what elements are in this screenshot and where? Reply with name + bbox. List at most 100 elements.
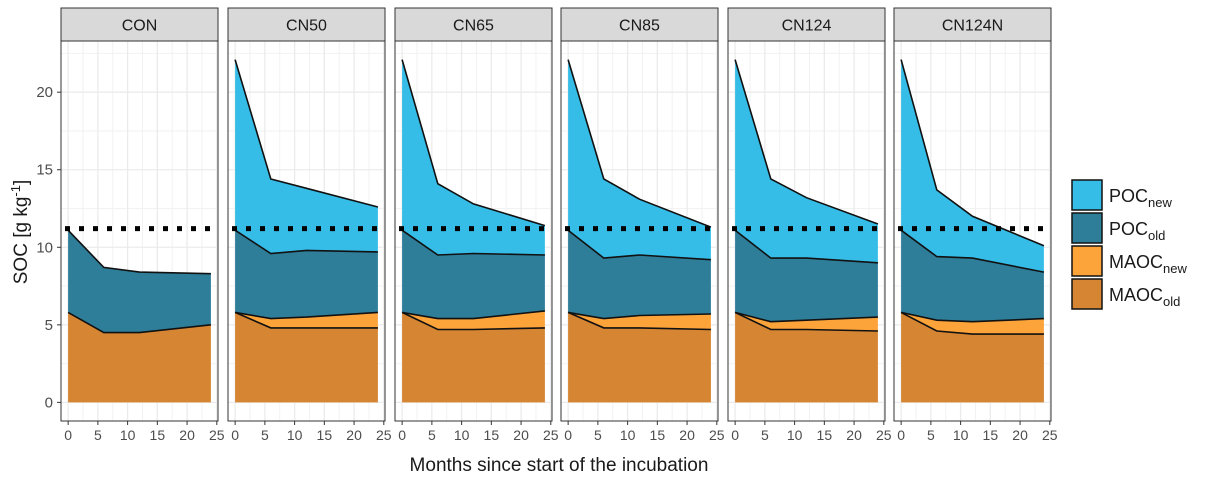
- boundary-line-maoc-new: [900, 311, 1044, 323]
- legend-label-sub: old: [1148, 228, 1165, 243]
- x-tick-label: 15: [817, 427, 833, 443]
- x-tick-label: 10: [787, 427, 803, 443]
- area-poc-old: [68, 230, 211, 333]
- area-maoc-old: [402, 312, 545, 403]
- x-tick-label: 5: [594, 427, 602, 443]
- x-tick-label: 15: [150, 427, 166, 443]
- area-poc-new: [235, 59, 378, 254]
- x-tick-label: 25: [709, 427, 725, 443]
- boundary-line-maoc-old: [734, 311, 878, 332]
- legend-item-maoc-old: MAOCold: [1071, 278, 1180, 310]
- facet-panels: CON 0 5 10 15 20 25 CN50 0 5 10 15 20 25 CN65 0 5 10 15 20 2…: [60, 7, 1058, 443]
- legend-item-poc-old: POCold: [1071, 212, 1165, 244]
- x-tick-label: 25: [543, 427, 559, 443]
- y-axis-title: SOC [g kg-1]: [8, 180, 32, 285]
- facet-strip-label: CN124N: [942, 18, 1003, 35]
- legend-label-sub: new: [1148, 195, 1172, 210]
- y-axis: 0 5 10 15 20: [36, 84, 61, 411]
- x-tick-label: 25: [1042, 427, 1058, 443]
- boundary-line-poc-new: [234, 59, 379, 208]
- panel-border: [893, 40, 1052, 422]
- x-tick-label: 0: [564, 427, 572, 443]
- panel-border: [227, 40, 386, 422]
- x-tick-label: 25: [876, 427, 892, 443]
- panel-border: [560, 40, 719, 422]
- legend-label-base: POC: [1109, 219, 1148, 239]
- x-tick-label: 10: [287, 427, 303, 443]
- legend-swatch: [1071, 212, 1103, 244]
- area-maoc-new: [235, 312, 378, 328]
- boundary-line-maoc-old: [234, 311, 378, 329]
- panel-border: [60, 40, 219, 422]
- area-maoc-old: [68, 312, 211, 403]
- legend-label-sub: new: [1163, 261, 1187, 276]
- facet-panel-cn124: CN124 0 5 10 15 20 25: [727, 7, 892, 443]
- x-axis-title: Months since start of the incubation: [410, 455, 709, 476]
- x-tick-label: 15: [317, 427, 333, 443]
- x-tick-label: 10: [953, 427, 969, 443]
- boundary-line-maoc-old: [567, 311, 711, 331]
- area-poc-new: [402, 59, 545, 255]
- x-tick-label: 5: [927, 427, 935, 443]
- x-tick-label: 5: [261, 427, 269, 443]
- boundary-line-poc-old: [234, 229, 378, 255]
- area-maoc-new: [568, 312, 711, 330]
- legend-label: POCold: [1109, 219, 1165, 243]
- legend-label-sub: old: [1163, 294, 1180, 309]
- area-poc-old: [235, 230, 378, 319]
- legend-label: POCnew: [1109, 186, 1172, 210]
- boundary-line-poc-new: [401, 59, 546, 227]
- x-tick-label: 0: [64, 427, 72, 443]
- boundary-line-poc-new: [734, 59, 879, 225]
- y-tick-label: 5: [45, 317, 53, 334]
- boundary-line-poc-new: [567, 59, 712, 228]
- area-maoc-new: [735, 312, 878, 331]
- x-tick-label: 20: [346, 427, 362, 443]
- legend-item-poc-new: POCnew: [1071, 179, 1172, 211]
- legend-label: MAOCold: [1109, 285, 1180, 309]
- legend-label-base: POC: [1109, 186, 1148, 206]
- facet-strip-label: CN50: [286, 18, 327, 35]
- boundary-line-maoc-new: [401, 310, 545, 320]
- facet-strip: [727, 7, 886, 42]
- y-axis-title-close: ]: [11, 180, 32, 185]
- facet-strip: [60, 7, 219, 42]
- x-tick-label: 0: [398, 427, 406, 443]
- facet-panel-cn65: CN65 0 5 10 15 20 25: [394, 7, 559, 443]
- facet-strip-label: CN65: [453, 18, 494, 35]
- area-poc-old: [901, 230, 1044, 322]
- legend-swatch: [1071, 278, 1103, 310]
- panel-border: [394, 40, 553, 422]
- x-tick-label: 15: [484, 427, 500, 443]
- boundary-line-poc-old: [900, 229, 1045, 273]
- area-maoc-old: [735, 312, 878, 403]
- boundary-line-maoc-new: [234, 311, 378, 320]
- facet-strip-label: CN124: [782, 18, 832, 35]
- panel-border: [727, 40, 886, 422]
- area-poc-old: [735, 230, 878, 322]
- area-poc-new: [901, 59, 1044, 273]
- facet-panel-cn85: CN85 0 5 10 15 20 25: [560, 7, 725, 443]
- x-tick-label: 15: [983, 427, 999, 443]
- boundary-line-maoc-old: [900, 311, 1044, 335]
- area-poc-new: [568, 59, 711, 260]
- facet-strip-label: CON: [122, 18, 158, 35]
- x-tick-label: 0: [731, 427, 739, 443]
- facet-panel-cn124n: CN124N 0 5 10 15 20 25: [893, 7, 1058, 443]
- legend-label: MAOCnew: [1109, 252, 1187, 276]
- legend-label-base: MAOC: [1109, 252, 1163, 272]
- boundary-line-poc-old: [734, 229, 878, 264]
- boundary-line-maoc-old: [401, 311, 545, 331]
- x-tick-label: 0: [897, 427, 905, 443]
- facet-strip: [560, 7, 719, 42]
- area-poc-old: [402, 230, 545, 319]
- x-tick-label: 20: [179, 427, 195, 443]
- y-tick-label: 20: [36, 84, 53, 101]
- y-axis-title-text: SOC [g kg-1]: [8, 180, 32, 285]
- facet-strip-label: CN85: [619, 18, 660, 35]
- boundary-line-poc-old: [567, 229, 711, 261]
- x-tick-label: 25: [209, 427, 225, 443]
- facet-strip: [893, 7, 1052, 42]
